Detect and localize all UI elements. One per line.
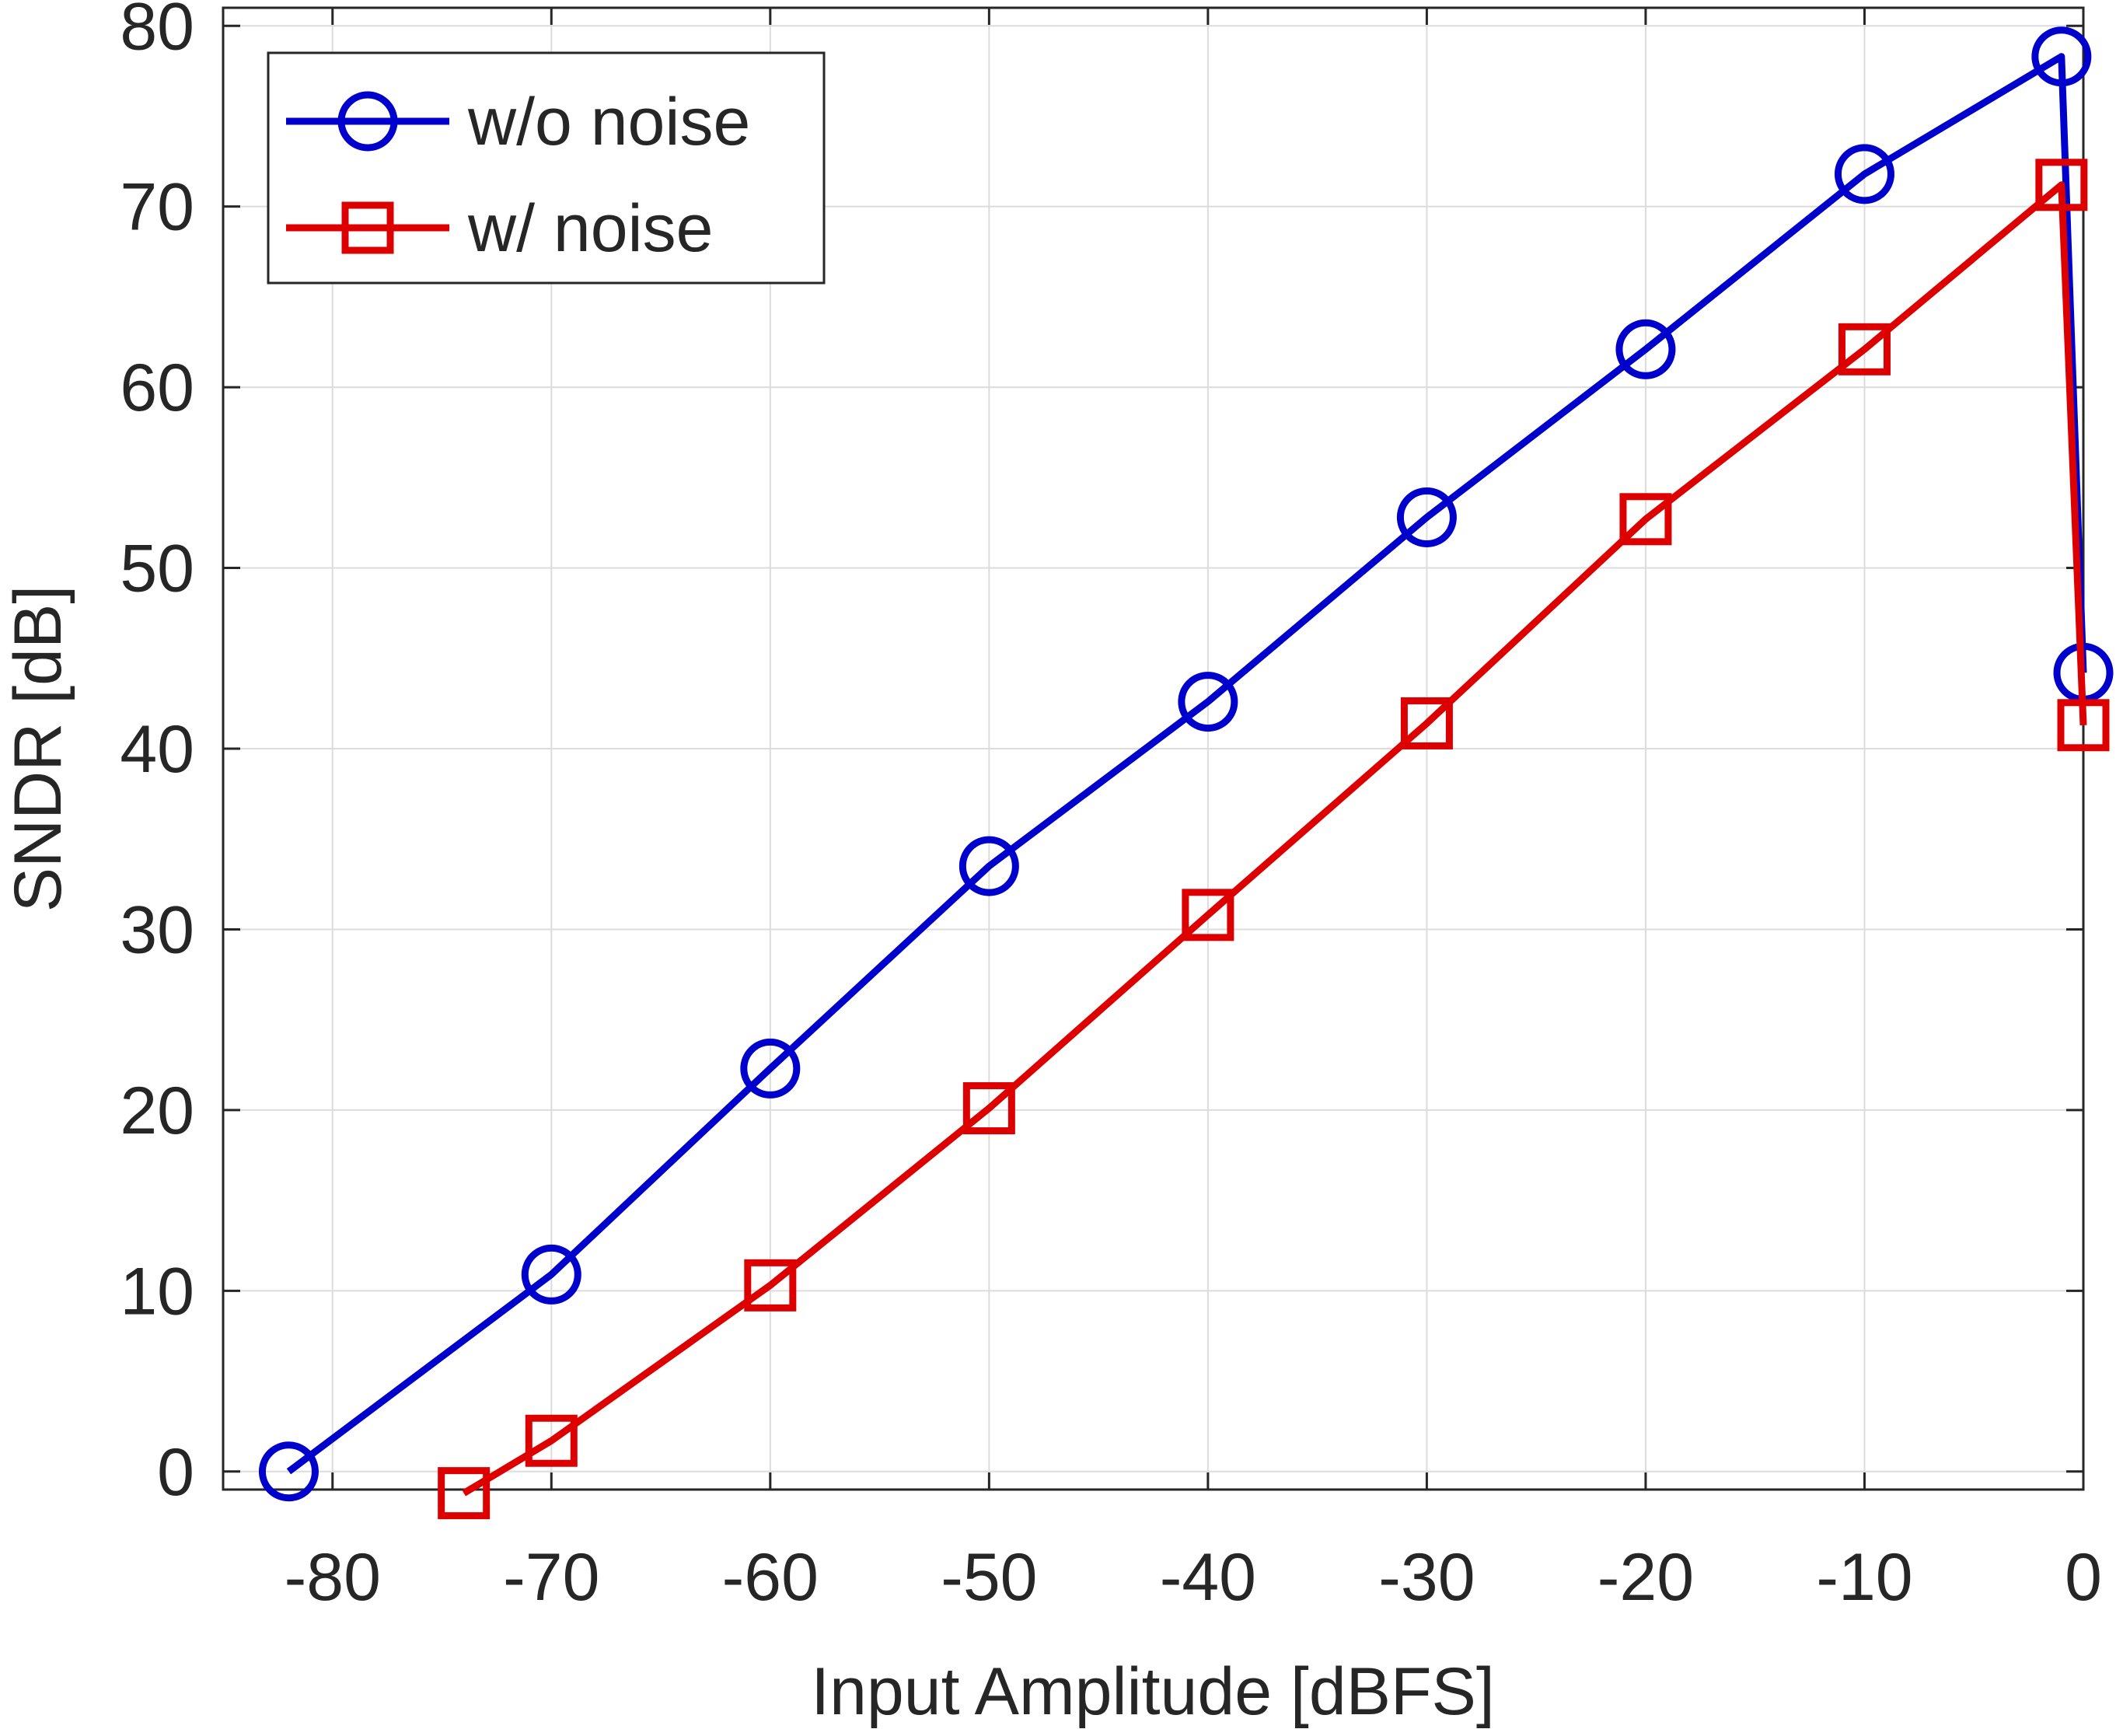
y-tick-label: 50 <box>120 532 194 606</box>
data-point <box>1178 672 1238 732</box>
y-tick-label: 0 <box>157 1435 194 1510</box>
x-tick-label: -40 <box>1160 1540 1256 1615</box>
y-axis-label: SNDR [dB] <box>1 585 75 913</box>
data-point <box>1619 493 1672 546</box>
series-2 <box>438 159 2110 1520</box>
legend-marker <box>341 201 394 254</box>
x-axis-label: Input Amplitude [dBFS] <box>811 1654 1495 1729</box>
data-point <box>258 1441 319 1502</box>
data-point <box>1182 889 1234 941</box>
x-tick-label: -80 <box>285 1540 381 1615</box>
x-axis-ticks: -80 -70 -60 -50 -40 -30 -20 -10 0 <box>285 8 2102 1615</box>
series-line <box>286 53 2087 1475</box>
legend-label: w/ noise <box>467 191 714 266</box>
data-point <box>2035 159 2088 211</box>
data-point <box>958 836 1019 896</box>
y-tick-label: 70 <box>120 170 194 245</box>
data-point <box>2031 26 2092 87</box>
legend-marker <box>337 91 398 152</box>
data-point <box>1834 144 1894 204</box>
x-tick-label: -50 <box>941 1540 1037 1615</box>
y-axis-ticks: 0 10 20 30 40 50 60 70 80 <box>120 0 2083 1510</box>
y-tick-label: 20 <box>120 1074 194 1148</box>
y-tick-label: 80 <box>120 0 194 64</box>
x-tick-label: -30 <box>1378 1540 1475 1615</box>
data-point <box>2057 699 2110 752</box>
x-tick-label: -60 <box>722 1540 819 1615</box>
x-tick-label: -20 <box>1597 1540 1694 1615</box>
x-tick-label: -70 <box>503 1540 599 1615</box>
legend-box <box>267 51 826 285</box>
y-tick-label: 40 <box>120 712 194 787</box>
legend: w/o noise w/ noise <box>267 51 826 285</box>
series <box>258 26 2114 1520</box>
data-point <box>740 1038 801 1099</box>
data-point <box>1396 487 1457 547</box>
series-line <box>462 181 2087 1497</box>
data-point <box>744 1259 797 1312</box>
data-point <box>1615 319 1676 379</box>
data-point <box>962 1082 1015 1135</box>
x-tick-label: -10 <box>1816 1540 1912 1615</box>
data-point <box>438 1467 491 1520</box>
x-tick-label: 0 <box>2065 1540 2102 1615</box>
data-point <box>521 1244 581 1305</box>
data-point <box>525 1414 578 1467</box>
y-tick-label: 30 <box>120 892 194 967</box>
y-tick-label: 10 <box>120 1254 194 1329</box>
data-point <box>1838 323 1891 375</box>
legend-label: w/o noise <box>467 85 750 159</box>
y-tick-label: 60 <box>120 351 194 425</box>
data-point <box>1400 697 1453 749</box>
